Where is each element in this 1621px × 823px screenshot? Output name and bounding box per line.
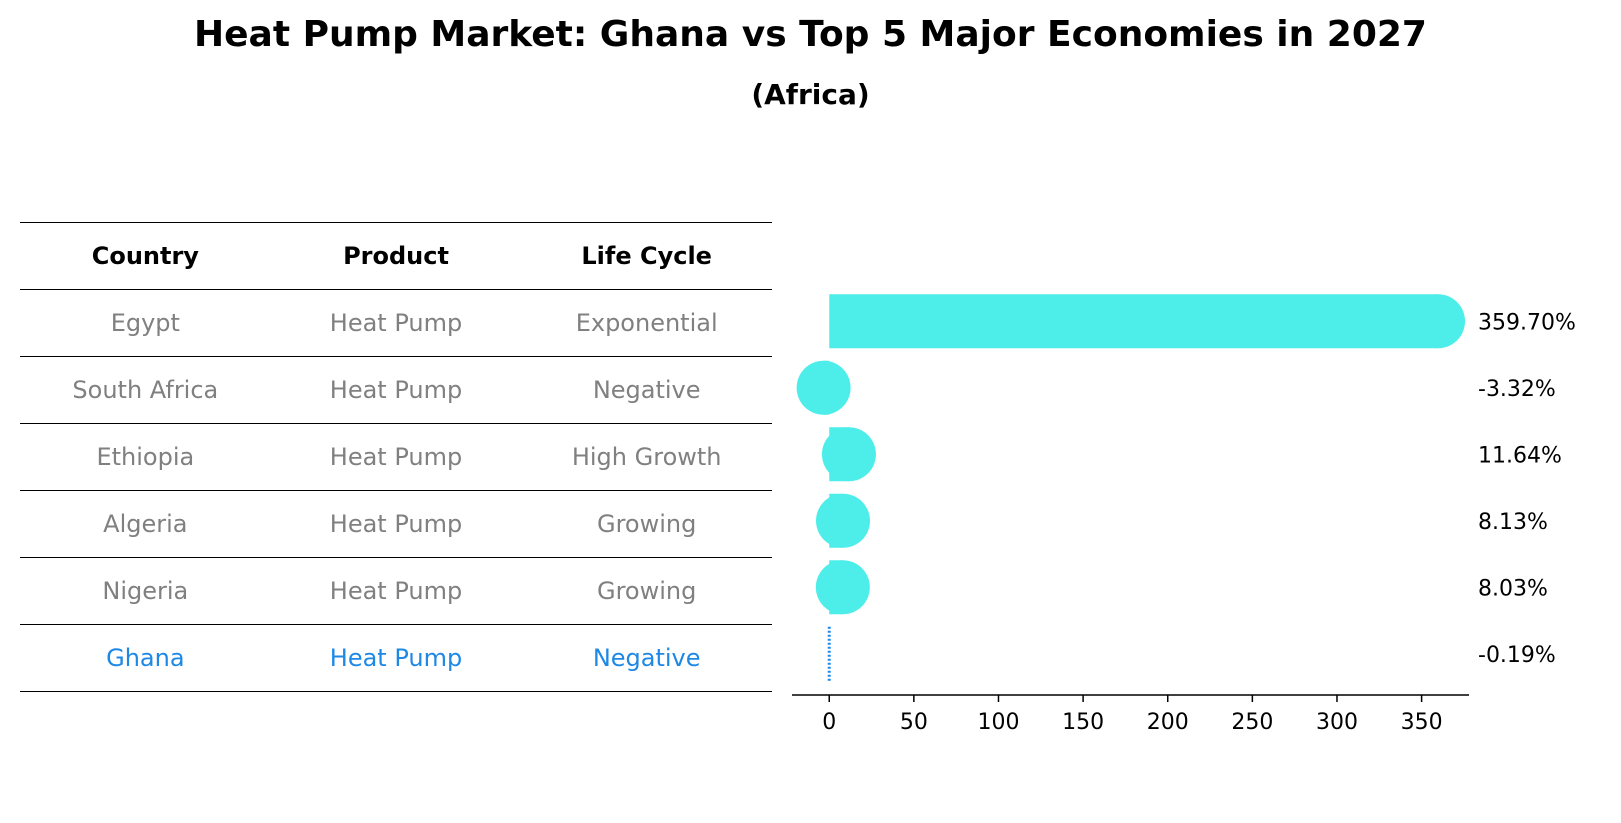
- cell-life-cycle: Growing: [596, 577, 697, 605]
- chart-subtitle: (Africa): [751, 78, 870, 111]
- bar-cap-ethiopia: [821, 427, 876, 482]
- x-tick-label: 50: [900, 710, 928, 735]
- value-label: -0.19%: [1478, 643, 1556, 668]
- header-life-cycle: Life Cycle: [581, 242, 712, 270]
- cell-life-cycle: Negative: [592, 376, 701, 404]
- value-label: 8.03%: [1478, 576, 1548, 601]
- cell-product: Heat Pump: [329, 510, 463, 538]
- x-tick-label: 350: [1401, 710, 1443, 735]
- bar-cap-algeria: [815, 493, 870, 548]
- table-row-highlight: Ghana Heat Pump Negative: [20, 624, 772, 692]
- x-tick-label: 250: [1231, 710, 1273, 735]
- x-tick-label: 0: [822, 710, 836, 735]
- table-row: Egypt Heat Pump Exponential: [20, 289, 772, 356]
- cell-product: Heat Pump: [329, 309, 463, 337]
- cell-country: Ghana: [106, 644, 185, 672]
- bar-cap-egypt: [1411, 294, 1466, 349]
- header-country: Country: [91, 242, 199, 270]
- bar-cap-south-africa: [796, 360, 851, 415]
- cell-life-cycle: Negative: [592, 644, 701, 672]
- bar-cap-nigeria: [815, 560, 870, 615]
- x-tick-label: 300: [1316, 710, 1358, 735]
- value-label: 359.70%: [1478, 310, 1576, 335]
- country-table: Country Product Life Cycle Egypt Heat Pu…: [20, 222, 772, 692]
- value-label: 11.64%: [1478, 443, 1562, 468]
- cell-product: Heat Pump: [329, 644, 463, 672]
- cell-country: Nigeria: [102, 577, 189, 605]
- cell-life-cycle: High Growth: [571, 443, 722, 471]
- chart-title: Heat Pump Market: Ghana vs Top 5 Major E…: [194, 14, 1427, 55]
- bar-egypt: [829, 294, 1439, 349]
- cell-product: Heat Pump: [329, 443, 463, 471]
- cell-country: Egypt: [110, 309, 180, 337]
- cell-product: Heat Pump: [329, 376, 463, 404]
- table-row: Nigeria Heat Pump Growing: [20, 557, 772, 624]
- table-row: Ethiopia Heat Pump High Growth: [20, 423, 772, 490]
- header-product: Product: [343, 242, 449, 270]
- cell-product: Heat Pump: [329, 577, 463, 605]
- cell-life-cycle: Growing: [596, 510, 697, 538]
- cell-country: South Africa: [72, 376, 219, 404]
- cell-life-cycle: Exponential: [575, 309, 718, 337]
- cell-country: Ethiopia: [96, 443, 195, 471]
- cell-country: Algeria: [103, 510, 188, 538]
- table-row: Algeria Heat Pump Growing: [20, 490, 772, 557]
- value-label: -3.32%: [1478, 377, 1556, 402]
- x-tick-label: 200: [1147, 710, 1189, 735]
- table-header-row: Country Product Life Cycle: [20, 222, 772, 289]
- value-label: 8.13%: [1478, 510, 1548, 535]
- x-tick-label: 150: [1062, 710, 1104, 735]
- x-tick-label: 100: [977, 710, 1019, 735]
- table-row: South Africa Heat Pump Negative: [20, 356, 772, 423]
